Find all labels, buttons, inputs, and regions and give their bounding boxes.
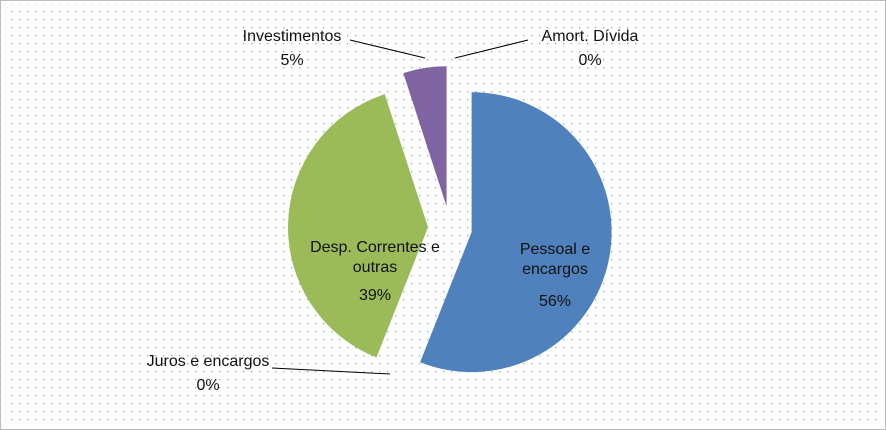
slice-label: Investimentos	[242, 28, 342, 45]
slice-label: Pessoal e encargos	[519, 241, 591, 278]
slice-label: Desp. Correntes e outras	[310, 239, 440, 276]
pie-slice	[403, 66, 447, 207]
slice-label: Juros e encargos	[146, 353, 270, 370]
slice-value-label: 0%	[196, 377, 220, 394]
leader-line	[454, 39, 529, 59]
leader-line	[349, 39, 426, 59]
slice-value-label: 0%	[578, 52, 602, 69]
leader-line	[271, 367, 391, 375]
pie-slice	[420, 92, 612, 373]
slice-label: Amort. Dívida	[541, 28, 639, 45]
slice-value-label: 56%	[538, 293, 572, 310]
slice-value-label: 5%	[280, 52, 304, 69]
slice-value-label: 39%	[358, 287, 392, 304]
pie-slice	[288, 94, 429, 358]
